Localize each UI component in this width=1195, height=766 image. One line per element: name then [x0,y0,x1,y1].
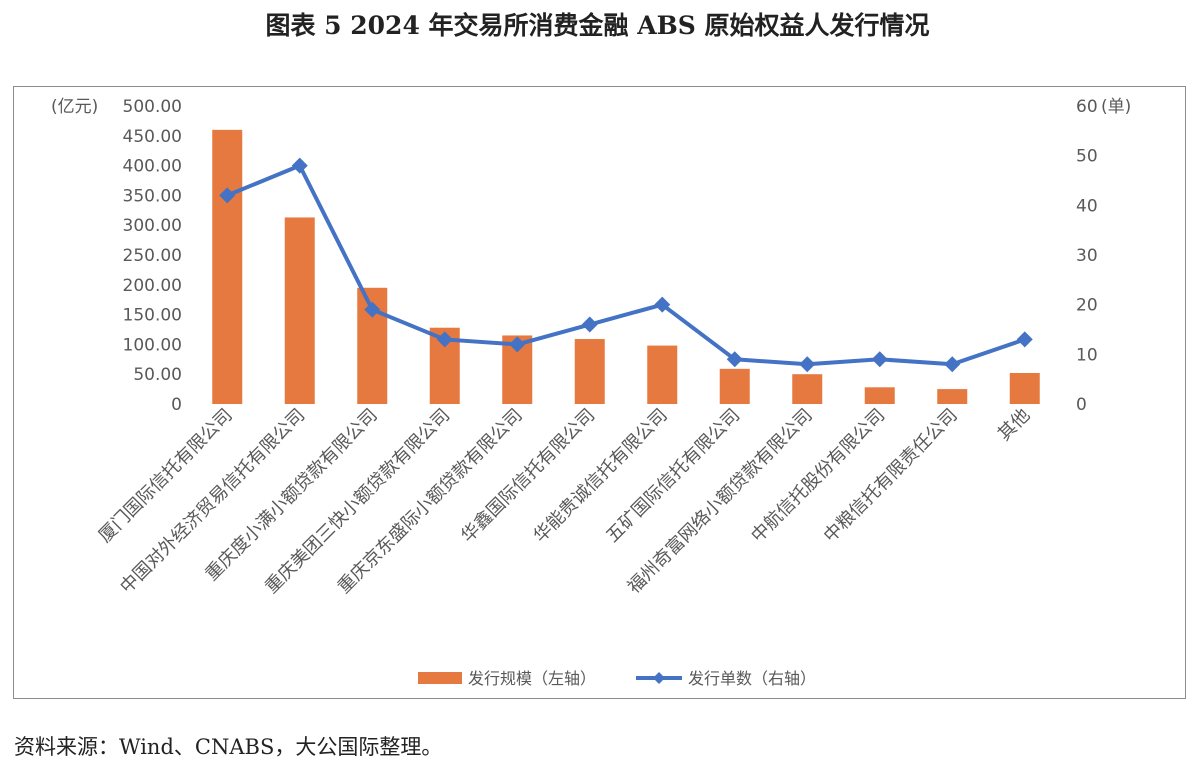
line-point [436,331,453,348]
left-axis-tick-label: 250.00 [123,246,182,266]
left-axis-group: 500.00 450.00 400.00 350.00 300.00 250.00 200.… [51,97,182,415]
line-point [944,356,961,373]
left-axis-tick-label: 200.00 [123,276,182,296]
bars-group [212,129,1040,404]
category-label: 中粮信托有限责任公司 [820,405,962,547]
left-axis-tick-label: 450.00 [123,127,182,147]
line-point [509,336,526,353]
bar [1009,373,1040,404]
right-axis-tick-label: 60 [1076,97,1098,117]
line-point [871,351,888,368]
right-axis-tick-label: 0 [1076,395,1087,415]
right-axis-tick-label: 10 [1076,345,1098,365]
left-axis-tick-label: 100.00 [123,335,182,355]
right-axis-tick-label: 50 [1076,147,1098,167]
bar [864,387,895,404]
right-axis-tick-label: 30 [1076,246,1098,266]
line-point [364,301,381,318]
source-note: 资料来源：Wind、CNABS，大公国际整理。 [14,735,443,759]
left-axis-tick-label: 0 [171,395,182,415]
line-point [799,356,816,373]
category-label: 厦门国际信托有限公司 [95,405,237,547]
legend-bar-label: 发行规模（左轴） [468,669,596,688]
legend-line-label: 发行单数（右轴） [688,669,816,688]
category-label: 其他 [994,405,1034,445]
category-label: 五矿国际信托有限公司 [602,405,744,547]
right-axis-unit: (单) [1101,97,1131,117]
line-series [225,163,1027,367]
page-title: 图表 5 2024 年交易所消费金融 ABS 原始权益人发行情况 [265,11,930,40]
left-axis-tick-label: 500.00 [123,97,182,117]
category-label: 华能贵诚信托有限公司 [530,405,672,547]
legend-line-marker [653,672,665,684]
line-point [291,157,308,174]
bar [284,217,315,404]
line-point [1016,331,1033,348]
bar [212,129,243,404]
legend-bar-swatch [418,672,462,684]
category-label: 中航信托股份有限公司 [747,405,889,547]
left-axis-tick-label: 50.00 [133,365,182,385]
right-axis-tick-label: 20 [1076,296,1098,316]
left-axis-tick-label: 150.00 [123,306,182,326]
bar [937,389,968,404]
bar [647,345,678,404]
line-point [654,296,671,313]
category-labels-group: 厦门国际信托有限公司中国对外经济贸易信托有限公司重庆度小满小额贷款有限公司重庆美… [95,405,1035,598]
left-axis-tick-label: 400.00 [123,157,182,177]
category-label: 华鑫国际信托有限公司 [457,405,599,547]
right-axis-tick-label: 40 [1076,196,1098,216]
line-point [219,187,236,204]
left-axis-tick-label: 350.00 [123,186,182,206]
left-axis-tick-label: 300.00 [123,216,182,236]
line-group [219,157,1033,373]
legend-group: 发行规模（左轴） 发行单数（右轴） [418,669,816,688]
bar [719,368,750,404]
bar [574,339,605,404]
left-axis-unit: (亿元) [51,97,98,117]
line-point [581,316,598,333]
bar [792,374,823,404]
chart-frame [13,86,1186,699]
line-point [726,351,743,368]
right-axis-group: 60 50 40 30 20 10 0 (单) [1076,97,1131,415]
